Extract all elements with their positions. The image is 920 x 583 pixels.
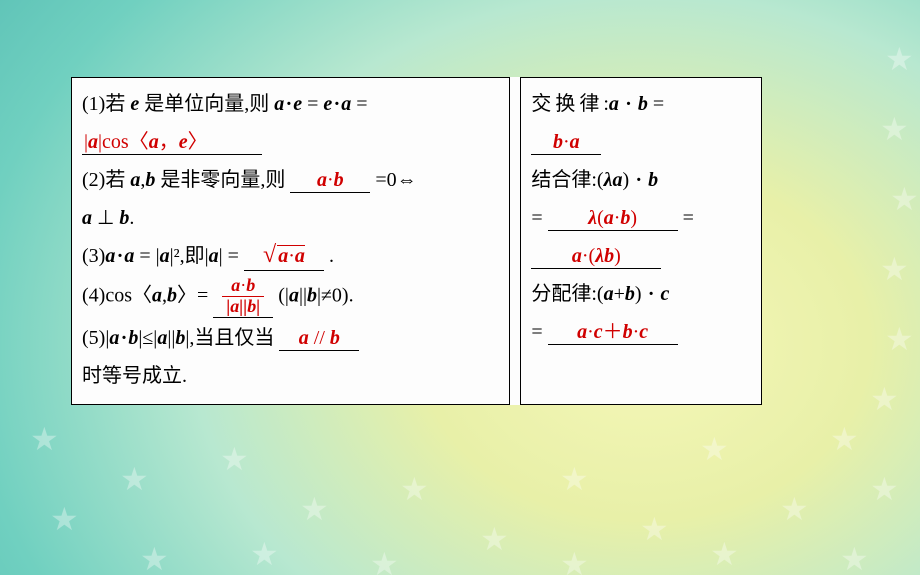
- left-formula-box: (1)若 e 是单位向量,则 a·e = e·a = |a|cos〈a，e〉 (…: [71, 77, 510, 405]
- l4-answer-blank: a·b|a||b|: [213, 276, 273, 318]
- r-line-2: 结合律:(λa) · b: [531, 162, 751, 198]
- r1-answer-blank: b·a: [531, 130, 601, 155]
- r-line-3a: = a·c＋b·c: [531, 314, 751, 350]
- l2-vars: a,b: [130, 169, 155, 191]
- line-3: (3)a·a = |a|²,即|a| = √a·a .: [82, 238, 499, 274]
- r-line-1: 交换律:a · b =: [531, 86, 751, 122]
- l2-answer-blank: a·b: [290, 168, 370, 193]
- l2-mid: 是非零向量,则: [155, 169, 285, 191]
- l1-mid1: 是单位向量,则: [139, 93, 274, 115]
- line-1-answer: |a|cos〈a，e〉: [82, 124, 499, 160]
- content-area: (1)若 e 是单位向量,则 a·e = e·a = |a|cos〈a，e〉 (…: [71, 77, 762, 405]
- right-formula-box: 交换律:a · b = b·a 结合律:(λa) · b = λ(a·b) = …: [520, 77, 762, 405]
- r3-label: 分配律:: [531, 283, 597, 305]
- l1-answer-blank: |a|cos〈a，e〉: [82, 130, 262, 155]
- line-4: (4)cos〈a,b〉= a·b|a||b| (|a||b|≠0).: [82, 276, 499, 318]
- l1-prefix: (1)若: [82, 93, 130, 115]
- line-5b: 时等号成立.: [82, 358, 499, 394]
- l3-answer-blank: √a·a: [244, 241, 324, 271]
- l2-prefix: (2)若: [82, 169, 130, 191]
- r-line-2a: = λ(a·b) =: [531, 200, 751, 236]
- l5-answer-blank: a // b: [279, 326, 359, 351]
- l2-suffix: =0⇔: [375, 169, 416, 191]
- l1-expr: a·e = e·a =: [274, 93, 367, 115]
- r2-answer1-blank: λ(a·b): [548, 206, 678, 231]
- r2-answer2-blank: a·(λb): [531, 244, 661, 269]
- line-2: (2)若 a,b 是非零向量,则 a·b =0⇔: [82, 162, 499, 198]
- r2-label: 结合律:: [531, 169, 597, 191]
- line-1: (1)若 e 是单位向量,则 a·e = e·a =: [82, 86, 499, 122]
- r3-answer-blank: a·c＋b·c: [548, 320, 678, 345]
- r1-label: 交换律: [531, 93, 603, 115]
- r-line-2b: a·(λb): [531, 238, 751, 274]
- r-line-3: 分配律:(a+b) · c: [531, 276, 751, 312]
- l1-e: e: [130, 93, 139, 115]
- line-5: (5)|a·b|≤|a||b|,当且仅当 a // b: [82, 320, 499, 356]
- line-2b: a ⊥ b.: [82, 200, 499, 236]
- r-line-1a: b·a: [531, 124, 751, 160]
